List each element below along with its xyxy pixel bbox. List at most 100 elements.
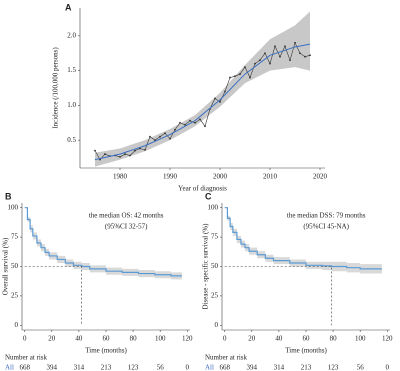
observed-point [119,155,121,158]
observed-point [149,135,151,138]
x-axis-label: Time (months) [285,347,327,355]
observed-point [279,55,281,58]
survival-curve [224,207,382,270]
y-axis-label: Overall survival (%) [2,237,10,295]
x-tick-label: 2020 [313,173,328,181]
x-tick-label: 80 [130,335,138,343]
confidence-band [95,11,310,167]
x-tick-label: 40 [275,335,283,343]
risk-count: 668 [19,364,30,371]
x-tick-label: 2010 [263,173,278,181]
observed-point [254,62,256,65]
observed-point [214,97,216,100]
median-line [224,266,333,326]
observed-point [179,121,181,124]
confidence-band [24,207,182,281]
x-tick-label: 0 [23,335,27,343]
risk-count: 394 [247,364,258,371]
survival-curve [24,207,182,277]
observed-point [204,125,206,128]
x-tick-label: 80 [330,335,338,343]
observed-point [299,52,301,55]
panel-label: C [205,191,212,201]
observed-point [129,154,131,157]
observed-point [104,153,106,155]
risk-title: Number at risk [5,354,47,362]
risk-title: Number at risk [205,354,247,362]
observed-point [144,149,146,151]
observed-point [94,149,96,152]
observed-point [284,45,286,48]
observed-point [219,101,221,103]
observed-point [269,62,271,65]
y-axis-label: Incidence (/100,000 persons) [52,47,60,129]
annotation: (95%CI 32-57) [105,223,148,231]
x-tick-label: 120 [182,335,193,343]
y-tick-label: 50 [11,262,19,270]
x-tick-label: 1990 [163,173,178,181]
y-tick-label: 50 [211,262,219,270]
risk-label: All [205,364,214,371]
observed-point [99,158,101,161]
y-tick-label: 25 [11,292,19,300]
risk-count: 213 [301,364,312,371]
observed-point [159,135,161,138]
observed-point [304,55,306,58]
y-tick-label: 100 [8,203,19,211]
annotation: the median OS: 42 months [89,212,164,220]
risk-count: 56 [357,364,365,371]
observed-point [199,118,201,121]
observed-point [249,76,251,79]
risk-label: All [5,364,14,371]
y-axis-label: Disease - specific survival (%) [202,223,210,310]
observed-point [194,121,196,124]
observed-point [134,149,136,152]
x-tick-label: 20 [48,335,56,343]
x-tick-label: 1980 [113,173,128,181]
fit-line [94,43,311,161]
risk-count: 314 [74,364,85,371]
risk-count: 668 [219,364,230,371]
observed-point [264,52,266,55]
observed-point [224,90,226,93]
annotation: the median DSS: 79 months [287,212,366,220]
risk-count: 123 [128,364,139,371]
y-tick-label: 0 [215,321,219,329]
confidence-band [224,207,382,275]
observed-point [274,45,276,48]
y-tick-label: 0.5 [67,136,76,144]
risk-count: 123 [328,364,339,371]
x-axis-label: Time (months) [85,347,127,355]
x-tick-label: 20 [248,335,256,343]
risk-count: 314 [274,364,285,371]
observed-point [124,153,126,155]
y-tick-label: 75 [11,233,19,241]
observed-point [259,59,261,62]
observed-point [184,123,186,126]
risk-count: 394 [47,364,58,371]
observed-point [309,54,311,57]
x-tick-label: 100 [355,335,366,343]
x-tick-label: 120 [382,335,393,343]
risk-count: 213 [101,364,112,371]
median-line [24,266,82,326]
y-tick-label: 1.0 [67,101,76,109]
y-tick-label: 0 [15,321,19,329]
risk-count: 0 [386,364,390,371]
observed-point [294,41,296,44]
x-tick-label: 2000 [213,173,228,181]
panel-label: A [65,2,72,12]
x-axis-label: Year of diagnosis [178,185,227,193]
risk-count: 0 [186,364,190,371]
x-tick-label: 0 [223,335,227,343]
risk-count: 56 [157,364,165,371]
annotation: (95%CI 45-NA) [303,223,349,231]
x-tick-label: 100 [155,335,166,343]
x-tick-label: 40 [75,335,83,343]
observed-point [164,132,166,135]
x-tick-label: 60 [103,335,111,343]
x-tick-label: 60 [303,335,311,343]
observed-point [234,75,236,78]
